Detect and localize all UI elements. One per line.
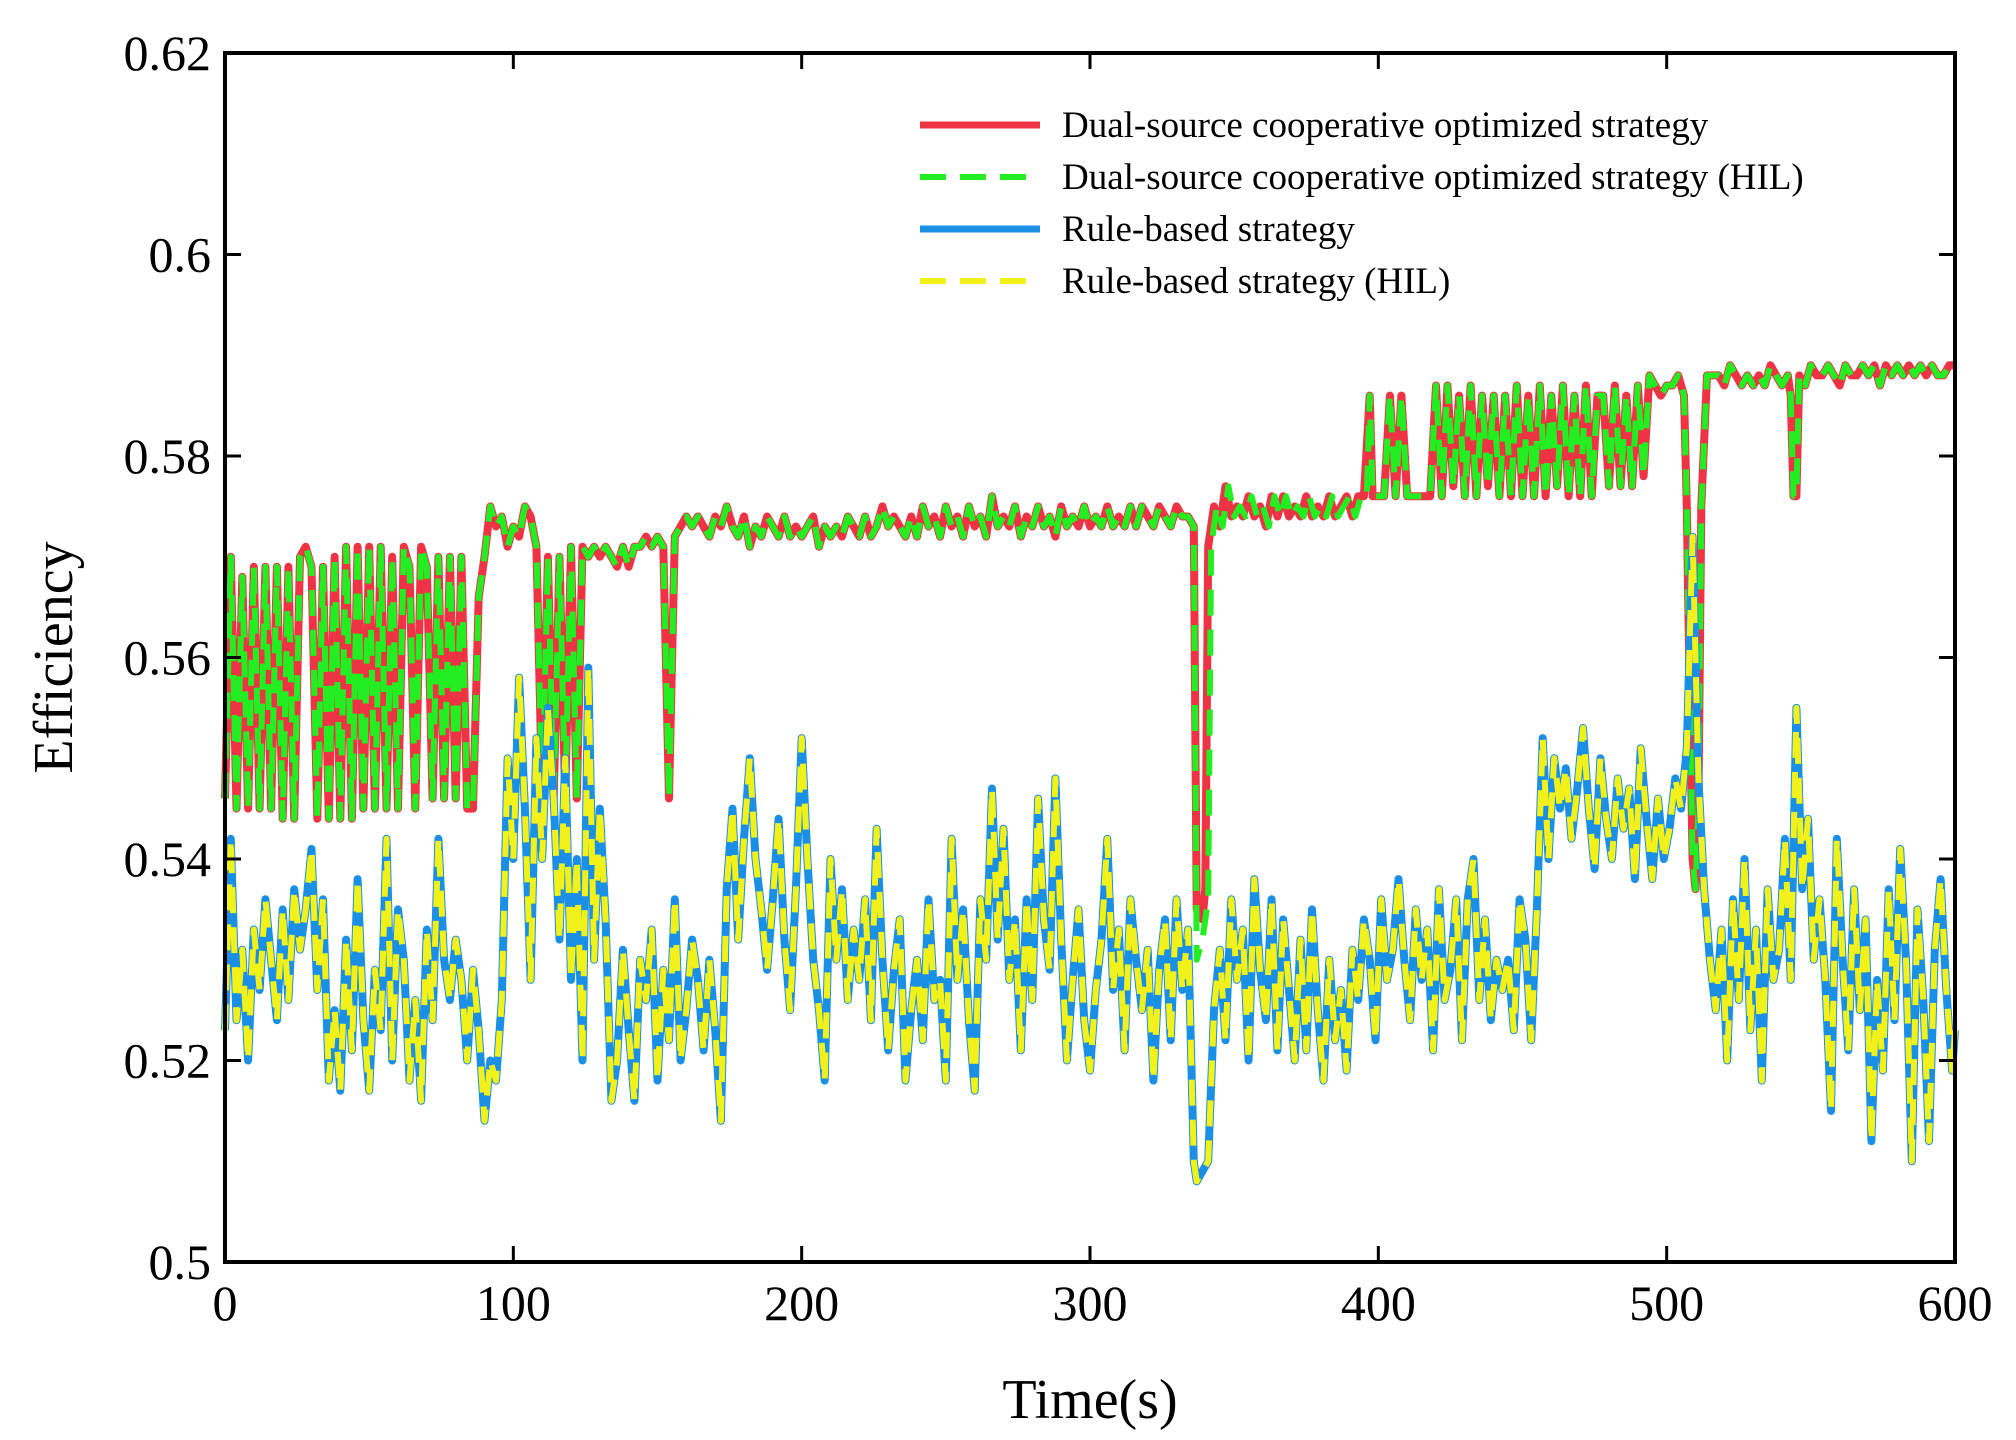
tick-layer: 0 100 200 300 400 500 600 0.5 0.52 0.54 0.56 0.58 0.… xyxy=(124,25,1993,1331)
legend-label-1: Dual-source cooperative optimized strate… xyxy=(1062,105,1709,146)
x-axis-label: Time(s) xyxy=(1002,1369,1177,1431)
x-tick-label: 100 xyxy=(476,1275,551,1331)
x-tick-label: 200 xyxy=(764,1275,839,1331)
y-axis-label: Efficiency xyxy=(23,541,85,773)
legend-label-3: Rule-based strategy xyxy=(1062,209,1355,250)
legend: Dual-source cooperative optimized strate… xyxy=(920,105,1804,302)
x-tick-label: 400 xyxy=(1341,1275,1416,1331)
y-tick-label: 0.52 xyxy=(124,1033,212,1089)
series-line-2 xyxy=(222,362,1955,963)
y-tick-label: 0.5 xyxy=(149,1234,212,1290)
series-line-4 xyxy=(222,533,1958,1185)
y-tick-label: 0.62 xyxy=(124,25,212,81)
y-tick-label: 0.6 xyxy=(149,227,212,283)
legend-label-2: Dual-source cooperative optimized strate… xyxy=(1062,157,1804,198)
x-tick-label: 500 xyxy=(1629,1275,1704,1331)
y-tick-label: 0.56 xyxy=(124,630,212,686)
y-tick-label: 0.54 xyxy=(124,831,212,887)
legend-label-4: Rule-based strategy (HIL) xyxy=(1062,261,1450,302)
series-layer xyxy=(221,361,1959,1186)
x-tick-label: 600 xyxy=(1918,1275,1993,1331)
x-tick-label: 300 xyxy=(1053,1275,1128,1331)
y-tick-label: 0.58 xyxy=(124,428,212,484)
x-tick-label: 0 xyxy=(213,1275,238,1331)
